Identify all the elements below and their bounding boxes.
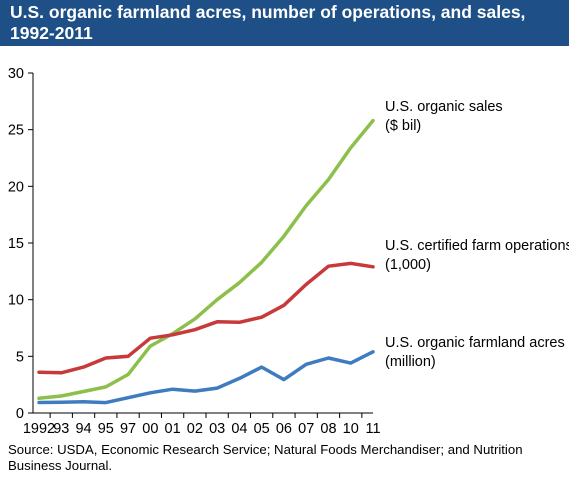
series-label: U.S. certified farm operations [385, 238, 569, 254]
x-tick-label: 02 [187, 421, 203, 437]
y-tick-label: 10 [8, 293, 24, 309]
x-tick-label: 1992 [23, 421, 55, 437]
x-tick-label: 08 [320, 421, 336, 437]
x-tick-label: 95 [98, 421, 114, 437]
x-tick-label: 06 [276, 421, 292, 437]
series-label: U.S. organic sales [385, 99, 503, 115]
series-label: U.S. organic farmland acres [385, 335, 565, 351]
series-label: (1,000) [385, 257, 431, 273]
x-tick-label: 01 [165, 421, 181, 437]
x-tick-label: 00 [142, 421, 158, 437]
x-tick-label: 03 [209, 421, 225, 437]
x-tick-label: 94 [75, 421, 91, 437]
series-line [37, 261, 375, 375]
x-tick-label: 97 [120, 421, 136, 437]
y-tick-label: 30 [8, 66, 24, 82]
y-tick-label: 15 [8, 236, 24, 252]
series-line [37, 350, 375, 405]
y-tick-label: 0 [16, 406, 24, 422]
series-label: (million) [385, 354, 436, 370]
series-label: ($ bil) [385, 118, 421, 134]
x-tick-label: 10 [343, 421, 359, 437]
y-tick-label: 20 [8, 179, 24, 195]
x-tick-label: 05 [254, 421, 270, 437]
x-tick-label: 04 [231, 421, 247, 437]
chart-title: U.S. organic farmland acres, number of o… [10, 2, 526, 43]
y-tick-label: 5 [16, 349, 24, 365]
chart-header: U.S. organic farmland acres, number of o… [0, 0, 569, 46]
series-line [37, 118, 375, 401]
x-tick-label: 07 [298, 421, 314, 437]
source-note: Source: USDA, Economic Research Service;… [8, 442, 523, 473]
x-tick-label: 11 [365, 421, 380, 437]
y-tick-label: 25 [8, 123, 24, 139]
x-tick-label: 93 [53, 421, 69, 437]
